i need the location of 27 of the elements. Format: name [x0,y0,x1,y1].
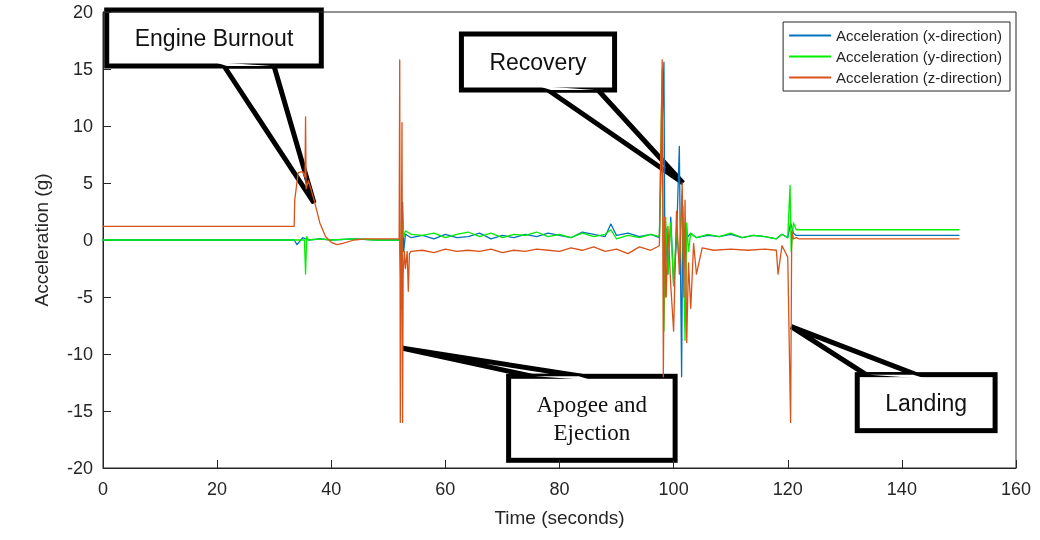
x-tick-label: 140 [886,479,917,499]
x-tick-label: 0 [97,479,109,499]
x-tick-label: 120 [772,479,803,499]
y-tick-label: -15 [66,401,93,421]
x-tick-label: 160 [1000,479,1032,499]
y-tick-label: 20 [72,2,93,22]
x-tick-label: 40 [321,479,342,499]
legend-label: Acceleration (x-direction) [836,27,1003,44]
x-tick-label: 100 [658,479,689,499]
legend-label: Acceleration (z-direction) [836,69,1003,86]
y-tick-label: -10 [66,344,93,364]
x-tick-label: 60 [435,479,456,499]
x-axis-title: Time (seconds) [494,507,625,528]
x-tick-label: 80 [549,479,570,499]
annotation: Landing [885,389,968,416]
y-tick-label: 10 [72,116,93,136]
x-tick-label: 20 [207,479,228,499]
annotation: Apogee and Ejection [536,392,648,446]
y-tick-label: 5 [82,173,93,193]
annotation: Recovery [489,49,588,75]
y-tick-label: -20 [66,458,93,478]
y-tick-label: 15 [72,59,93,79]
y-tick-label: 0 [82,230,93,250]
y-tick-label: -5 [76,287,93,307]
annotation: Engine Burnout [134,25,294,51]
legend-label: Acceleration (y-direction) [836,48,1003,65]
y-axis-title: Acceleration (g) [31,173,52,307]
